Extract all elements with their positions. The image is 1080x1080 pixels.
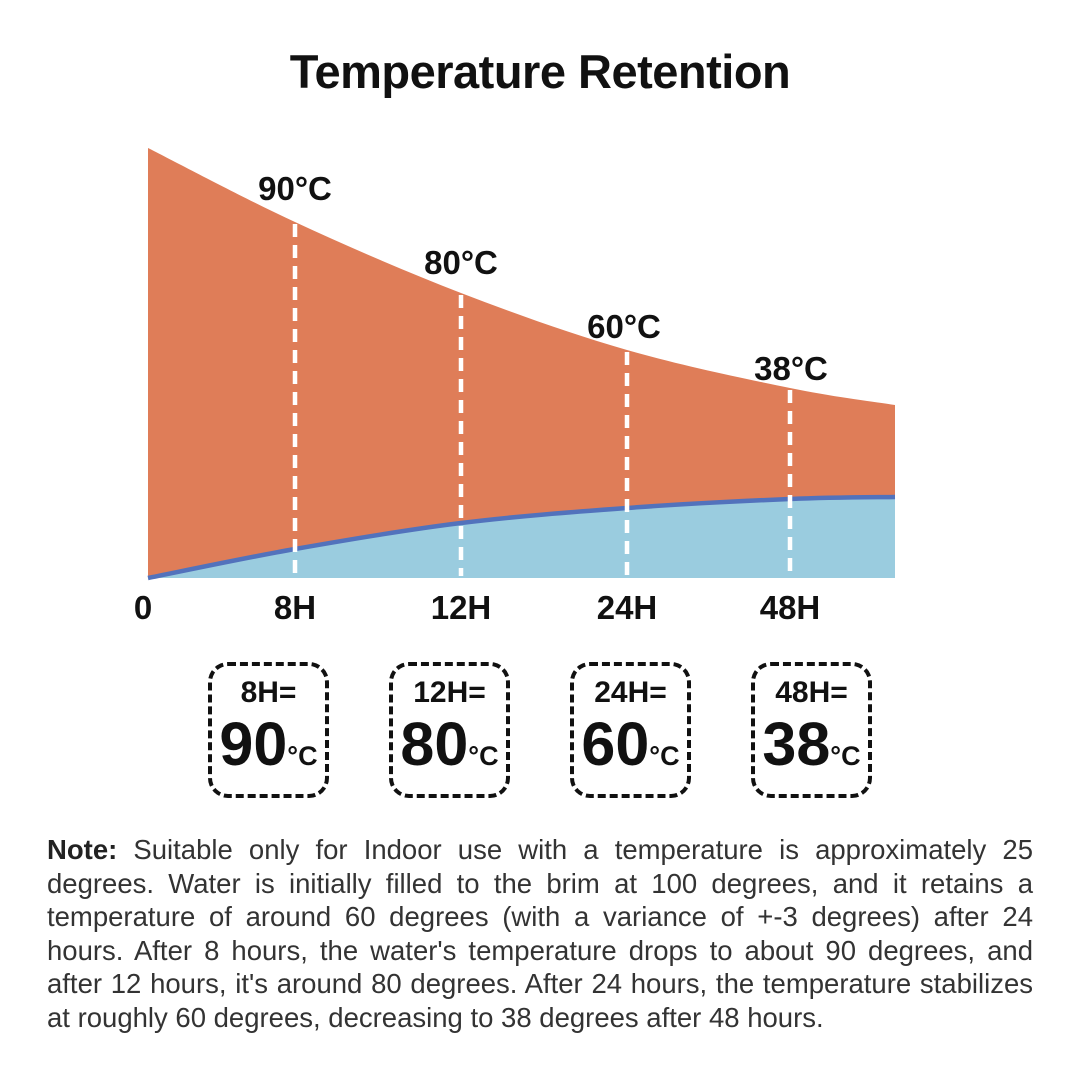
retention-box-unit: °C bbox=[287, 741, 318, 771]
note-prefix: Note: bbox=[47, 834, 118, 865]
x-tick-48h: 48H bbox=[760, 589, 821, 626]
x-tick-12h: 12H bbox=[431, 589, 492, 626]
retention-box-24h: 24H= 60°C bbox=[570, 662, 691, 798]
note-paragraph: Note: Suitable only for Indoor use with … bbox=[47, 833, 1033, 1034]
retention-box-number: 90 bbox=[219, 710, 288, 778]
page-title: Temperature Retention bbox=[289, 45, 791, 98]
retention-box-number: 38 bbox=[762, 710, 831, 778]
hot-water-area bbox=[148, 148, 895, 578]
retention-box-unit: °C bbox=[468, 741, 499, 771]
retention-box-label: 48H= bbox=[775, 676, 848, 709]
retention-box-unit: °C bbox=[830, 741, 861, 771]
retention-box-value: 60°C bbox=[581, 712, 679, 788]
x-tick-8h: 8H bbox=[274, 589, 316, 626]
retention-box-label: 24H= bbox=[594, 676, 667, 709]
retention-box-label: 8H= bbox=[240, 676, 297, 709]
retention-box-48h: 48H= 38°C bbox=[751, 662, 872, 798]
retention-box-value: 38°C bbox=[762, 712, 860, 788]
retention-box-label: 12H= bbox=[413, 676, 486, 709]
retention-box-8h: 8H= 90°C bbox=[208, 662, 329, 798]
temp-annotation-8h: 90°C bbox=[258, 170, 332, 207]
retention-box-unit: °C bbox=[649, 741, 680, 771]
x-tick-24h: 24H bbox=[597, 589, 658, 626]
retention-box-value: 90°C bbox=[219, 712, 317, 788]
retention-legend-row: 8H= 90°C 12H= 80°C 24H= 60°C 48H= 38°C bbox=[0, 662, 1080, 798]
retention-box-12h: 12H= 80°C bbox=[389, 662, 510, 798]
temp-annotation-48h: 38°C bbox=[754, 350, 828, 387]
ambient-area bbox=[148, 497, 895, 578]
retention-box-number: 80 bbox=[400, 710, 469, 778]
temp-annotation-24h: 60°C bbox=[587, 308, 661, 345]
x-tick-0: 0 bbox=[134, 589, 152, 626]
note-body: Suitable only for Indoor use with a temp… bbox=[47, 834, 1033, 1033]
temp-annotation-12h: 80°C bbox=[424, 244, 498, 281]
retention-box-number: 60 bbox=[581, 710, 650, 778]
retention-box-value: 80°C bbox=[400, 712, 498, 788]
